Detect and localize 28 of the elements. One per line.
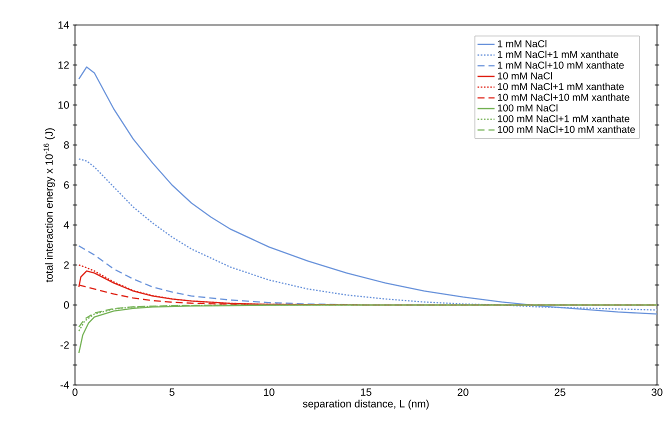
- legend-label: 1 mM NaCl+1 mM xanthate: [498, 50, 618, 58]
- legend-label: 100 mM NaCl+1 mM xanthate: [498, 114, 630, 122]
- x-axis-title: separation distance, L (nm): [302, 400, 429, 410]
- y-tick-label: -2: [60, 341, 69, 349]
- legend-label: 100 mM NaCl+10 mM xanthate: [498, 126, 635, 133]
- y-tick-label: 2: [64, 261, 69, 269]
- x-tick-label: 25: [554, 388, 566, 396]
- y-tick-label: 14: [58, 21, 70, 29]
- legend-label: 10 mM NaCl+1 mM xanthate: [498, 82, 624, 90]
- x-tick-label: 20: [458, 388, 468, 396]
- y-tick-label: 6: [64, 181, 69, 189]
- y-axis-title: total interaction energy x 10$^{-16}$ (J): [44, 128, 55, 282]
- y-tick-label: 12: [58, 61, 69, 69]
- x-tick-label: 30: [652, 388, 662, 396]
- y-tick-label: -4: [60, 381, 70, 389]
- legend-label: 100 mM NaCl: [498, 104, 558, 112]
- y-tick-label: 4: [64, 221, 70, 229]
- legend-label: 1 mM NaCl: [498, 40, 546, 48]
- legend-label: 1 mM NaCl+10 mM xanthate: [498, 61, 624, 69]
- y-tick-label: 0: [64, 301, 69, 309]
- y-tick-label: 10: [58, 101, 69, 109]
- x-tick-label: 15: [360, 388, 372, 396]
- legend-label: 10 mM NaCl: [498, 72, 552, 80]
- x-tick-label: 10: [264, 388, 274, 396]
- x-tick-label: 0: [72, 388, 78, 396]
- y-tick-label: 8: [64, 141, 69, 149]
- legend-label: 10 mM NaCl+10 mM xanthate: [498, 94, 630, 101]
- x-tick-label: 5: [170, 388, 174, 396]
